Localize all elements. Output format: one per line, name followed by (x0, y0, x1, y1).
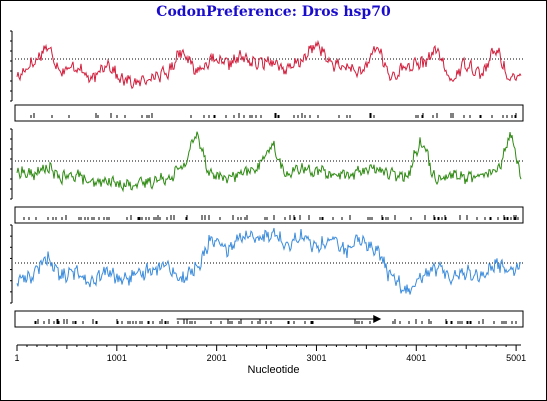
x-tick-label: 5001 (506, 353, 526, 363)
x-axis-label: Nucleotide (247, 364, 300, 376)
trace-frame-3 (16, 227, 521, 295)
x-tick-label: 2001 (207, 353, 227, 363)
x-tick-label: 1 (14, 353, 19, 363)
codon-marker-box-frame-1 (14, 104, 524, 122)
orf-arrow-head (373, 315, 382, 323)
trace-frame-2 (16, 131, 522, 193)
trace-frame-1 (16, 39, 522, 90)
x-tick-label: 1001 (107, 353, 127, 363)
x-tick-label: 3001 (306, 353, 326, 363)
codon-marker-box-frame-2 (14, 206, 524, 224)
x-tick-label: 4001 (406, 353, 426, 363)
chart-title: CodonPreference: Dros hsp70 (156, 4, 391, 20)
